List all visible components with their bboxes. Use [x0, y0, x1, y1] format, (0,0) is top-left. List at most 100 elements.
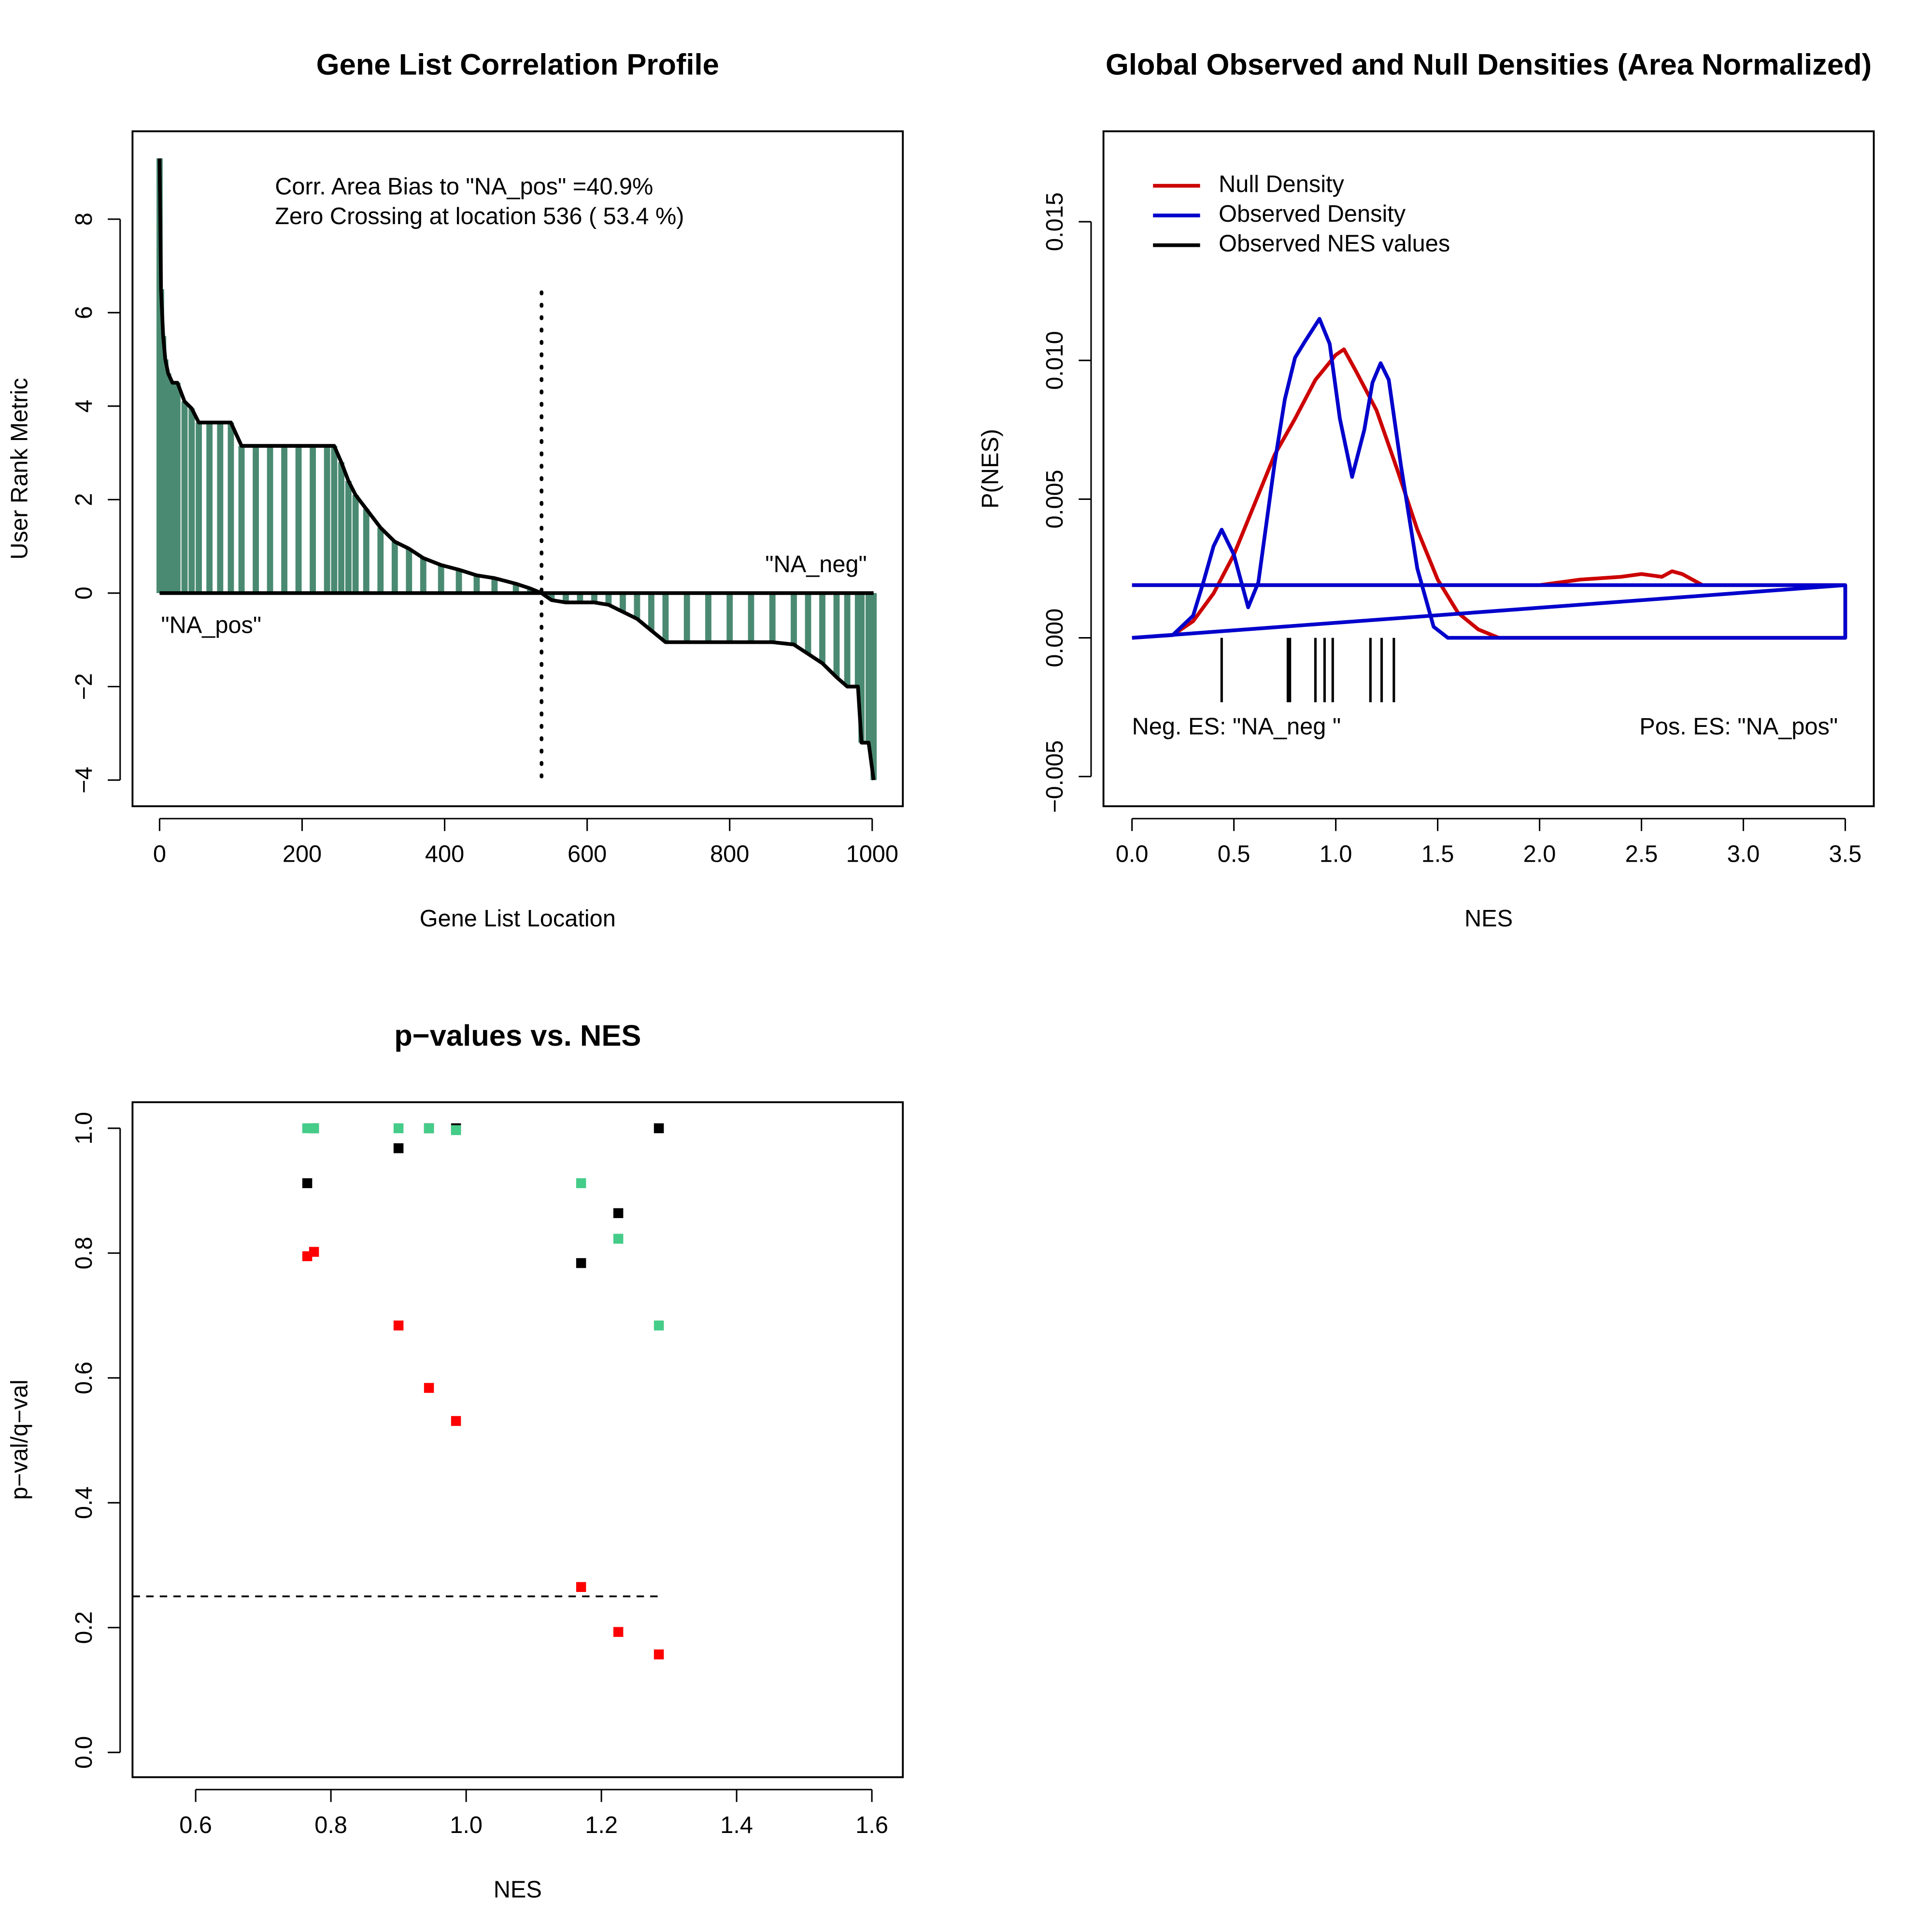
bar — [188, 408, 195, 593]
annotation: Zero Crossing at location 536 ( 53.4 %) — [275, 203, 684, 229]
x-tick-label: 1.6 — [855, 1812, 888, 1838]
y-tick-label: −0.005 — [1042, 740, 1068, 813]
point — [613, 1234, 624, 1244]
bar — [310, 446, 316, 593]
chart-title: Global Observed and Null Densities (Area… — [1106, 48, 1872, 82]
point — [576, 1258, 586, 1268]
y-tick-label: 8 — [71, 213, 97, 226]
y-tick-label: 1.0 — [71, 1112, 97, 1145]
bar — [391, 541, 398, 593]
bar — [870, 593, 877, 781]
bar — [377, 527, 384, 593]
x-tick-label: 0.8 — [314, 1812, 347, 1838]
bar — [181, 401, 188, 593]
x-tick-label: 3.5 — [1829, 841, 1862, 867]
x-tick-label: 1.2 — [585, 1812, 618, 1838]
bar — [769, 593, 776, 642]
plot-frame — [131, 130, 904, 808]
bar — [491, 578, 498, 593]
bar — [844, 593, 851, 687]
bar — [438, 565, 444, 593]
bar — [227, 422, 234, 593]
density-line — [1132, 347, 1847, 640]
y-tick-label: 0.0 — [71, 1736, 97, 1769]
x-axis-label: Gene List Location — [420, 906, 616, 932]
bar — [338, 462, 345, 593]
bar — [420, 558, 426, 593]
point — [653, 1649, 664, 1660]
x-tick-label: 2.5 — [1625, 841, 1658, 867]
bar — [217, 422, 224, 593]
y-tick-label: 2 — [71, 493, 97, 506]
y-tick-label: 0.4 — [71, 1486, 97, 1519]
annotation: "NA_neg" — [765, 552, 867, 578]
bar — [455, 569, 462, 593]
y-axis-label: P(NES) — [978, 429, 1004, 509]
y-tick-label: 0.010 — [1042, 331, 1068, 390]
plot-frame — [1102, 130, 1875, 808]
x-tick-label: 800 — [710, 841, 749, 867]
bar — [527, 588, 534, 593]
y-tick-label: −2 — [71, 673, 97, 700]
legend-label: Null Density — [1219, 171, 1344, 197]
x-tick-label: 1.0 — [1320, 841, 1352, 867]
y-tick-label: 4 — [71, 399, 97, 412]
bar — [206, 422, 213, 593]
plot-frame — [131, 1101, 904, 1778]
y-tick-label: 0.2 — [71, 1611, 97, 1644]
annotation: Pos. ES: "NA_pos" — [1639, 714, 1838, 740]
annotation: "NA_pos" — [161, 612, 261, 638]
bar — [562, 593, 569, 603]
point — [613, 1627, 624, 1637]
y-tick-label: −4 — [71, 767, 97, 794]
legend-label: Observed Density — [1219, 201, 1406, 227]
bar — [295, 446, 302, 593]
point — [576, 1582, 586, 1592]
point — [576, 1178, 586, 1188]
point — [393, 1321, 404, 1331]
y-tick-label: 0.005 — [1042, 469, 1068, 528]
y-tick-label: 0.015 — [1042, 192, 1068, 251]
point — [653, 1123, 664, 1134]
y-tick-label: 0 — [71, 586, 97, 599]
bar — [238, 446, 245, 593]
bar — [819, 593, 825, 664]
bar — [748, 593, 754, 642]
bar — [281, 446, 288, 593]
y-tick-label: 6 — [71, 306, 97, 319]
bar — [363, 509, 369, 593]
bar — [634, 593, 640, 619]
y-tick-label: 0.000 — [1042, 609, 1068, 668]
point — [451, 1416, 461, 1426]
bar — [866, 593, 872, 743]
point — [424, 1123, 434, 1134]
legend-label: Observed NES values — [1219, 231, 1450, 257]
x-axis-label: NES — [1464, 906, 1513, 932]
bar — [805, 593, 811, 654]
x-tick-label: 1.5 — [1421, 841, 1454, 867]
y-axis-label: User Rank Metric — [6, 378, 32, 559]
y-axis-label: p−val/q−val — [6, 1379, 32, 1500]
x-tick-label: 2.0 — [1523, 841, 1556, 867]
x-tick-label: 0.6 — [179, 1812, 212, 1838]
bar — [726, 593, 733, 642]
bar — [267, 446, 273, 593]
bar — [662, 593, 669, 642]
bar — [345, 481, 352, 593]
bar — [705, 593, 711, 642]
x-tick-label: 400 — [425, 841, 464, 867]
point — [613, 1208, 624, 1218]
bar — [406, 548, 412, 593]
point — [302, 1178, 313, 1188]
bar — [833, 593, 840, 678]
point — [424, 1383, 434, 1393]
x-tick-label: 200 — [283, 841, 322, 867]
y-tick-label: 0.6 — [71, 1362, 97, 1394]
x-tick-label: 3.0 — [1727, 841, 1760, 867]
point — [653, 1321, 664, 1331]
x-tick-label: 0.0 — [1116, 841, 1149, 867]
point — [393, 1143, 404, 1153]
point — [393, 1123, 404, 1134]
